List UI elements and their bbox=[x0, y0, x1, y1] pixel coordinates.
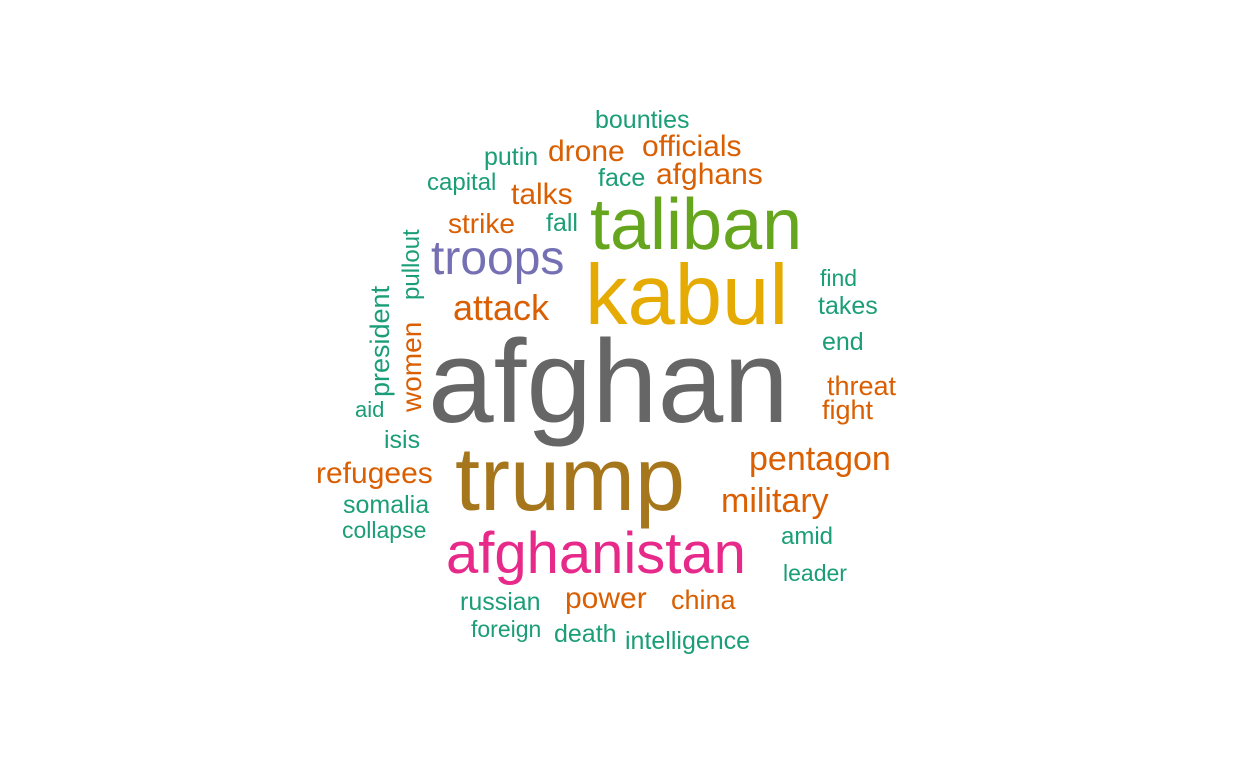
word-bounties: bounties bbox=[595, 106, 690, 134]
word-afghanistan: afghanistan bbox=[446, 521, 746, 586]
word-taliban: taliban bbox=[590, 185, 803, 265]
word-takes: takes bbox=[818, 292, 878, 320]
word-president: president bbox=[365, 285, 395, 397]
word-pentagon: pentagon bbox=[749, 440, 891, 478]
word-officials: officials bbox=[642, 130, 742, 163]
word-aid: aid bbox=[355, 397, 385, 422]
word-foreign: foreign bbox=[471, 616, 542, 642]
word-power: power bbox=[565, 582, 647, 615]
word-find: find bbox=[820, 265, 858, 291]
word-china: china bbox=[671, 585, 736, 615]
word-somalia: somalia bbox=[343, 491, 430, 519]
word-threat: threat bbox=[827, 371, 897, 401]
word-fall: fall bbox=[546, 209, 578, 237]
word-isis: isis bbox=[384, 426, 421, 454]
word-capital: capital bbox=[427, 169, 497, 196]
word-afghan: afghan bbox=[428, 316, 789, 448]
word-leader: leader bbox=[783, 560, 847, 586]
word-strike: strike bbox=[448, 208, 515, 239]
word-fight: fight bbox=[822, 395, 874, 425]
word-death: death bbox=[554, 620, 617, 648]
word-amid: amid bbox=[781, 523, 834, 550]
word-russian: russian bbox=[460, 588, 541, 616]
word-pullout: pullout bbox=[398, 229, 425, 300]
word-kabul: kabul bbox=[585, 248, 789, 343]
word-trump: trump bbox=[455, 430, 686, 530]
word-refugees: refugees bbox=[316, 457, 433, 490]
word-troops: troops bbox=[431, 232, 565, 285]
word-end: end bbox=[822, 328, 864, 356]
word-afghans: afghans bbox=[656, 158, 763, 191]
word-putin: putin bbox=[484, 143, 539, 171]
word-attack: attack bbox=[453, 287, 550, 328]
word-talks: talks bbox=[511, 178, 573, 211]
word-face: face bbox=[598, 164, 646, 192]
word-collapse: collapse bbox=[342, 517, 427, 543]
word-drone: drone bbox=[548, 135, 625, 168]
word-women: women bbox=[396, 321, 427, 412]
word-military: military bbox=[721, 482, 829, 520]
word-intelligence: intelligence bbox=[625, 627, 751, 655]
